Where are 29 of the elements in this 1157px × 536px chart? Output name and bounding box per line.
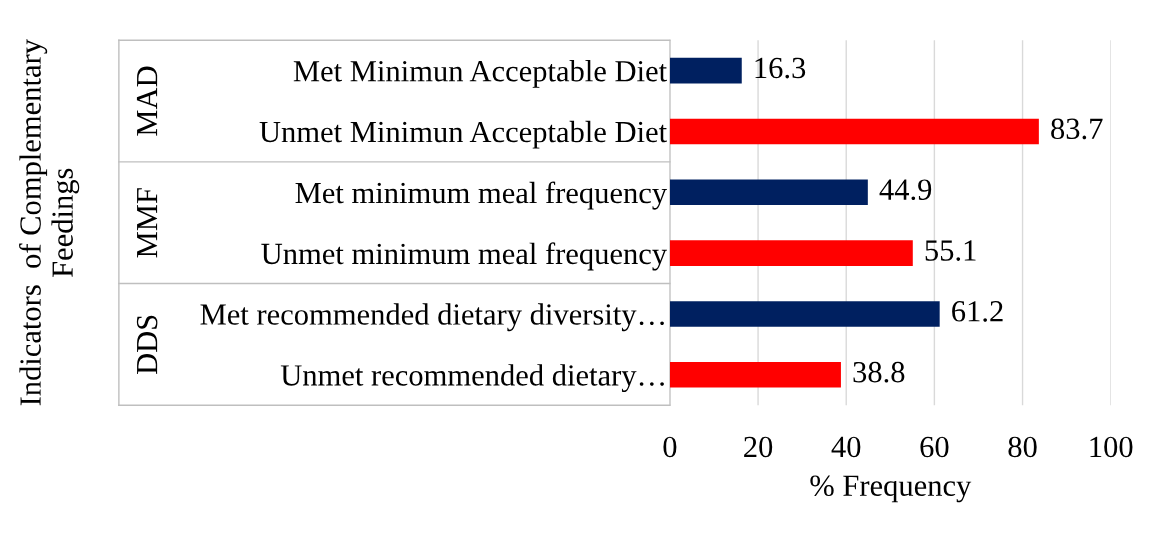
text: MMF	[137, 188, 158, 258]
text: MAD	[136, 66, 158, 136]
data-label: 38.8	[853, 361, 905, 383]
text: DDS	[136, 315, 158, 375]
bar	[669, 179, 868, 206]
x-tick-label: 0	[663, 436, 677, 458]
x-tick-label: 100	[1090, 436, 1133, 458]
data-label: 61.2	[952, 301, 1003, 322]
y-axis-title: Indicators of Complementary Feedings	[19, 39, 80, 406]
y-tick-label: Met Minimun Acceptable Diet	[293, 60, 667, 88]
bar	[669, 240, 913, 266]
data-label: 16.3	[755, 57, 806, 79]
y-tick-label: Unmet Minimun Acceptable Diet	[259, 120, 667, 149]
x-tick-label: 60	[920, 436, 949, 458]
data-label: 44.9	[879, 179, 932, 201]
y-tick-label: Unmet minimum meal frequency	[261, 242, 667, 271]
bar	[669, 118, 1039, 145]
data-label: 83.7	[1051, 118, 1103, 140]
data-label: 55.1	[925, 240, 976, 261]
y-tick-label: Unmet recommended dietary…	[280, 364, 664, 392]
x-tick-label: 80	[1008, 436, 1037, 458]
bar	[669, 362, 841, 388]
bar	[669, 57, 742, 84]
y-tick-label: Met minimum meal frequency	[295, 181, 667, 210]
x-tick-label: 40	[831, 436, 861, 458]
x-tick-label: 20	[744, 436, 773, 458]
bar	[669, 301, 940, 327]
x-axis-title: % Frequency	[810, 475, 972, 503]
y-tick-label: Met recommended dietary diversity…	[200, 303, 664, 332]
